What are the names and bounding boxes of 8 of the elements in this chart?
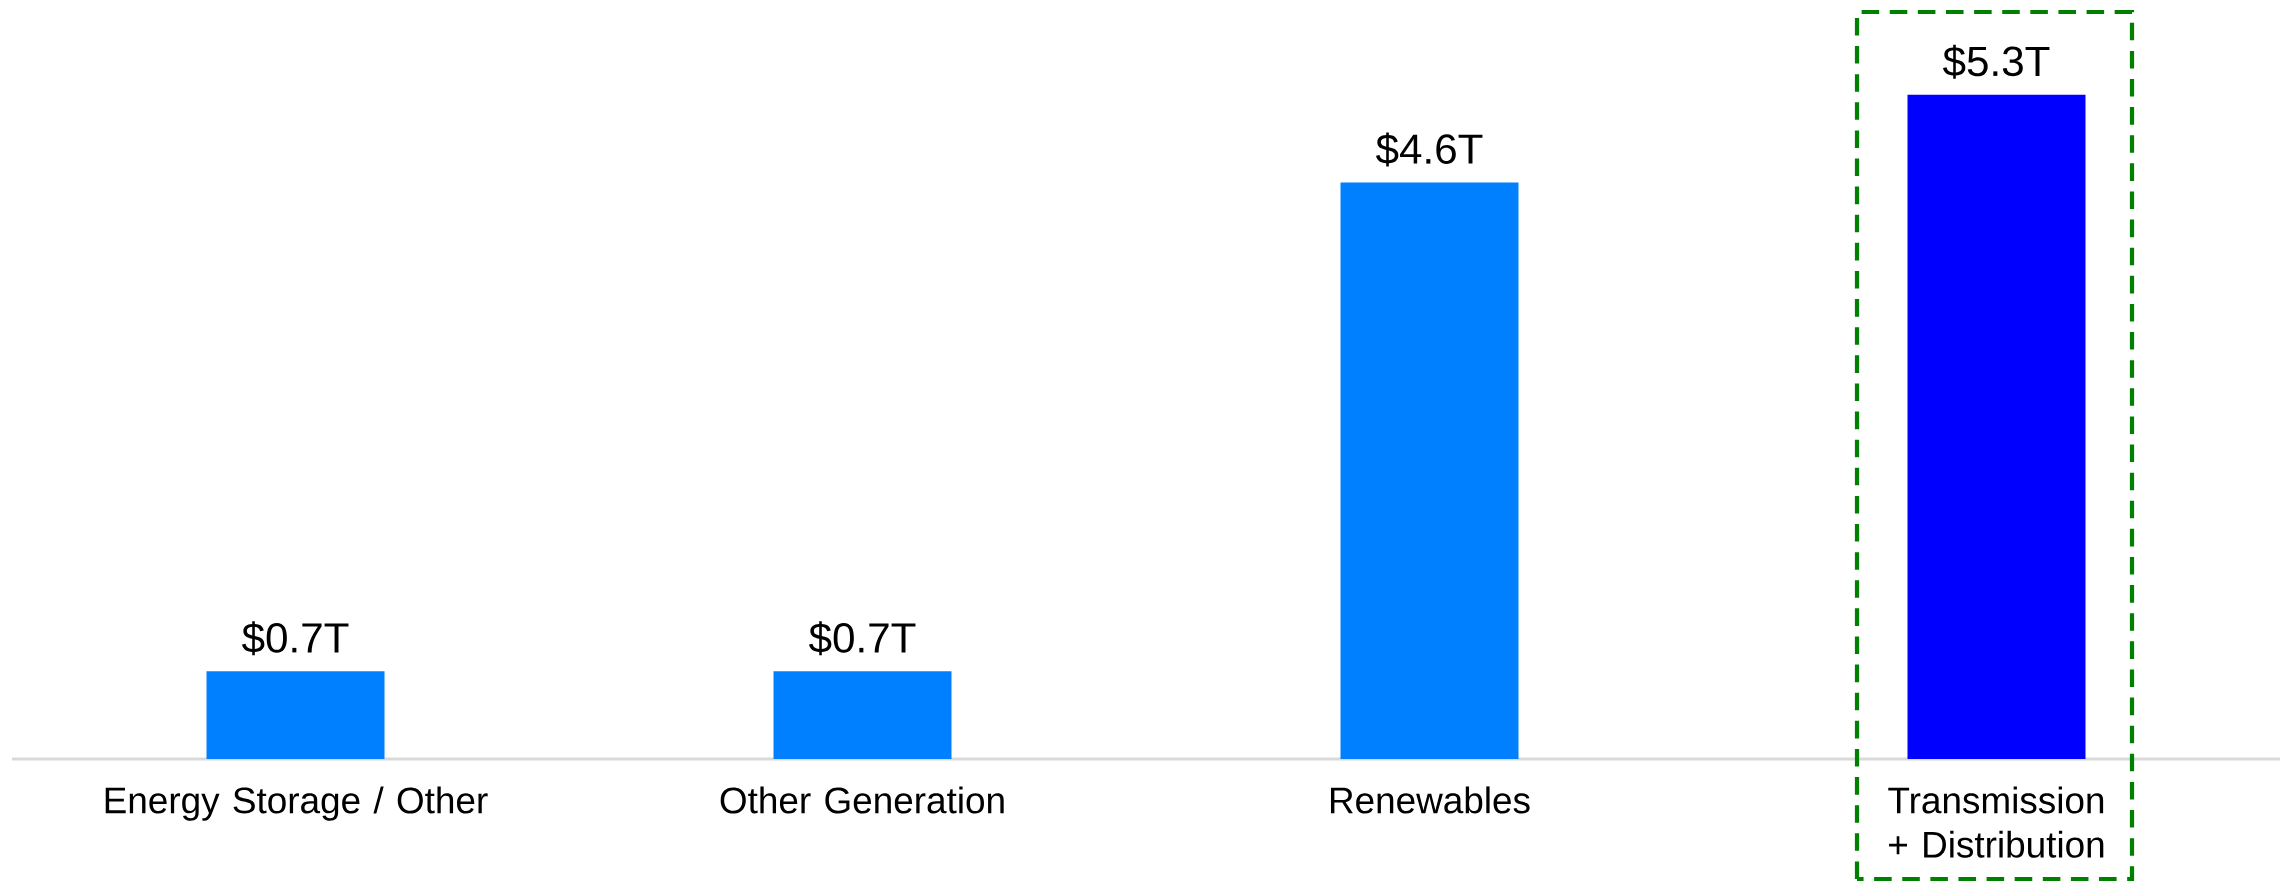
- x-tick-label: Transmission + Distribution: [1888, 786, 2104, 858]
- data-label: $0.7T: [242, 621, 349, 656]
- data-label: $4.6T: [1376, 132, 1483, 167]
- data-label: $0.7T: [809, 621, 916, 656]
- x-tick-label: Energy Storage / Other: [105, 786, 488, 821]
- x-tick-label: Renewables: [1330, 786, 1530, 814]
- x-tick-label: Other Generation: [720, 786, 1004, 814]
- data-label: $5.3T: [1943, 44, 2050, 79]
